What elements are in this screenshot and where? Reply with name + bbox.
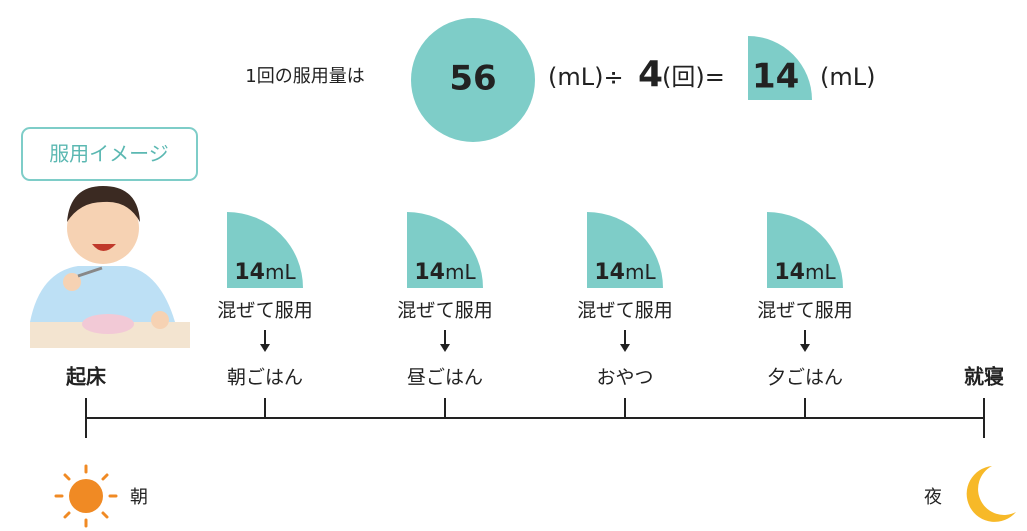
meal-time: 夕ごはん — [767, 367, 843, 389]
dose-amount: 14mL — [594, 260, 656, 286]
page: 1回の服用量は 56 (mL)÷ 4 (回)= 14 (mL) 服用イメージ 起… — [0, 0, 1027, 531]
arrow-head — [620, 344, 630, 352]
instruction: 混ぜて服用 — [577, 300, 673, 322]
instruction: 混ぜて服用 — [397, 300, 493, 322]
start-label: 起床 — [65, 365, 107, 389]
timeline: 起床 就寝 14mL混ぜて服用朝ごはん14mL混ぜて服用昼ごはん14mL混ぜて服… — [65, 212, 1004, 438]
dose-amount: 14mL — [414, 260, 476, 286]
unit-ml: (mL) — [820, 63, 875, 91]
instruction: 混ぜて服用 — [217, 300, 313, 322]
arrow-head — [260, 344, 270, 352]
instruction: 混ぜて服用 — [757, 300, 853, 322]
total: 56 — [449, 59, 496, 99]
dose-unit: mL — [805, 260, 836, 284]
badge: 服用イメージ — [49, 142, 169, 166]
dose-unit: mL — [265, 260, 296, 284]
dose-unit: mL — [625, 260, 656, 284]
unit-times-eq: (回)= — [662, 63, 725, 91]
dose: 14 — [752, 57, 799, 97]
end-label: 就寝 — [964, 365, 1004, 389]
meal-time: 昼ごはん — [407, 367, 483, 389]
unit-ml-div: (mL)÷ — [548, 63, 624, 91]
arrow-head — [800, 344, 810, 352]
meal-time: おやつ — [596, 367, 653, 389]
arrow-head — [440, 344, 450, 352]
dose-number: 14 — [594, 260, 625, 285]
moon — [967, 466, 1016, 522]
meal-time: 朝ごはん — [227, 367, 303, 389]
dose-number: 14 — [234, 260, 265, 285]
dose-amount: 14mL — [774, 260, 836, 286]
morning-label: 朝 — [130, 487, 148, 508]
dose-amount: 14mL — [234, 260, 296, 286]
dose-number: 14 — [774, 260, 805, 285]
sun — [56, 466, 116, 526]
boy-illustration — [30, 186, 190, 348]
dose-number: 14 — [414, 260, 445, 285]
night-label: 夜 — [924, 487, 942, 508]
dose-unit: mL — [445, 260, 476, 284]
formula-label: 1回の服用量は — [245, 66, 364, 87]
divisor: 4 — [638, 54, 663, 95]
